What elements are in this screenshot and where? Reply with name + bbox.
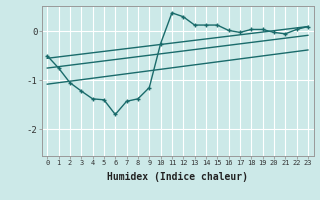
X-axis label: Humidex (Indice chaleur): Humidex (Indice chaleur): [107, 172, 248, 182]
